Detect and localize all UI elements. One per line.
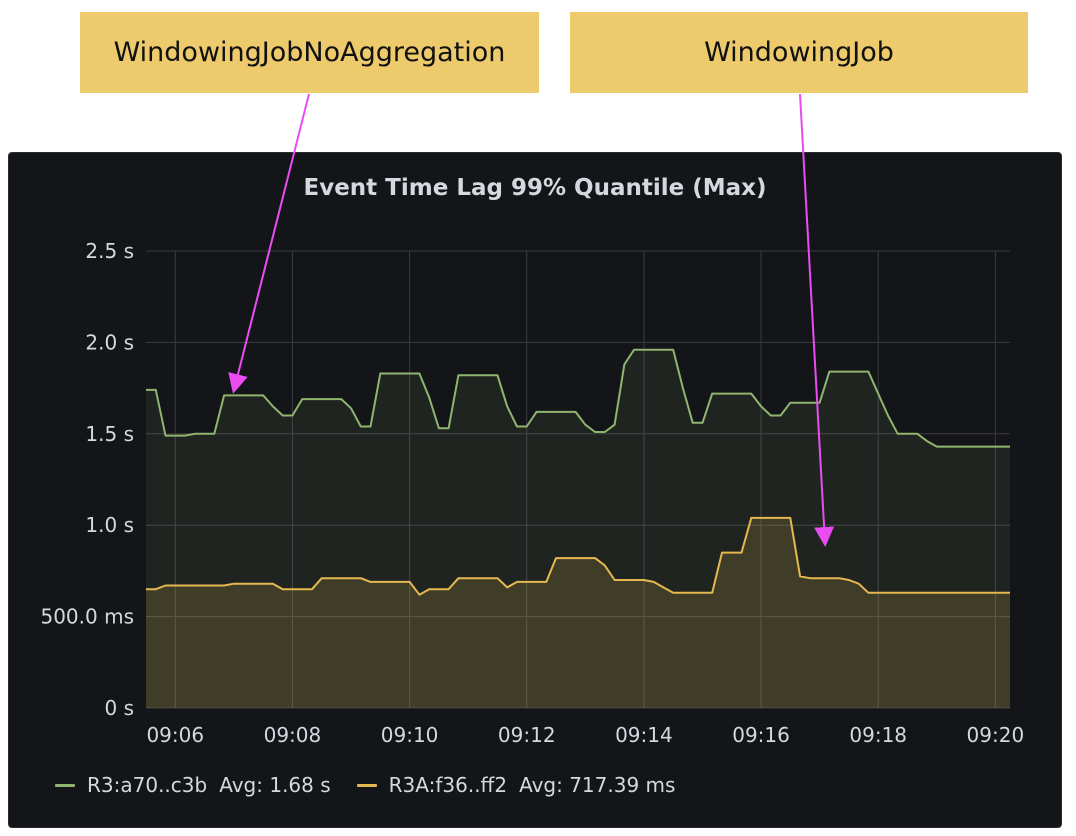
series-line-2 bbox=[146, 516, 1010, 596]
legend-label-r3: R3:a70..c3b bbox=[87, 773, 208, 797]
chart-plot: 0 s 500.0 ms 1.0 s 1.5 s 2.0 s 2.5 s 09:06 09:0… bbox=[40, 239, 1025, 747]
chart-legend: R3:a70..c3b Avg: 1.68 s R3A:f36..ff2 Avg… bbox=[55, 773, 701, 797]
x-tick-label: 09:20 bbox=[967, 723, 1025, 747]
legend-item-r3[interactable]: R3:a70..c3b Avg: 1.68 s bbox=[55, 773, 331, 797]
series-line-1 bbox=[146, 348, 1010, 448]
legend-swatch-r3a bbox=[356, 783, 377, 787]
x-tick-label: 09:10 bbox=[381, 723, 439, 747]
x-tick-label: 09:12 bbox=[498, 723, 556, 747]
legend-swatch-r3 bbox=[55, 783, 75, 787]
legend-item-r3a[interactable]: R3A:f36..ff2 Avg: 717.39 ms bbox=[356, 773, 676, 797]
x-tick-label: 09:14 bbox=[615, 723, 673, 747]
x-tick-label: 09:18 bbox=[849, 723, 907, 747]
legend-label-r3a: R3A:f36..ff2 bbox=[388, 773, 508, 797]
chart-panel: Event Time Lag 99% Quantile (Max) 0 s 500… bbox=[8, 152, 1062, 828]
x-tick-label: 09:06 bbox=[146, 723, 204, 747]
callout-windowing-job-no-aggregation: WindowingJobNoAggregation bbox=[80, 12, 539, 93]
legend-avg-r3: Avg: 1.68 s bbox=[219, 773, 331, 797]
chart-title: Event Time Lag 99% Quantile (Max) bbox=[303, 175, 767, 201]
y-tick-label: 1.5 s bbox=[85, 422, 134, 446]
x-tick-label: 09:16 bbox=[732, 723, 790, 747]
series-area-1 bbox=[146, 349, 1010, 708]
callout-windowing-job: WindowingJob bbox=[570, 12, 1028, 93]
y-tick-label: 2.0 s bbox=[85, 330, 134, 354]
y-tick-label: 1.0 s bbox=[85, 513, 134, 537]
y-tick-label: 0 s bbox=[104, 696, 134, 720]
y-tick-label: 2.5 s bbox=[85, 239, 134, 263]
y-tick-label: 500.0 ms bbox=[40, 605, 134, 629]
x-tick-label: 09:08 bbox=[264, 723, 322, 747]
legend-avg-r3a: Avg: 717.39 ms bbox=[519, 773, 676, 797]
series-area-2 bbox=[146, 517, 1010, 708]
